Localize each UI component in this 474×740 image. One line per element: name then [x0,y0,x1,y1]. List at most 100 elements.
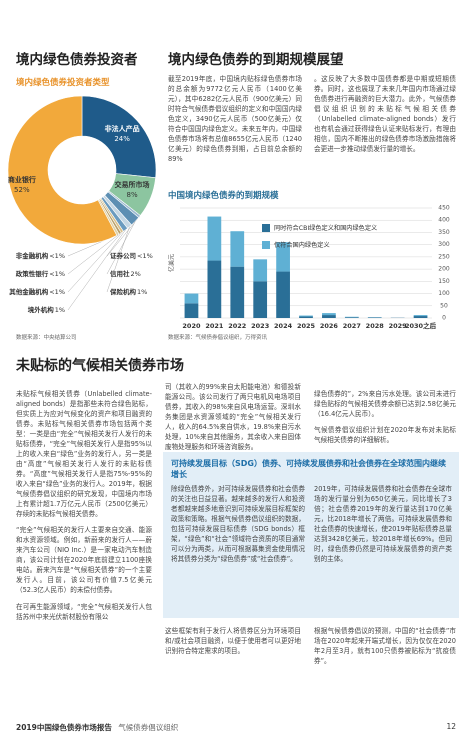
x-tick-label: 2025 [297,322,316,330]
slice-value: 52% [14,186,30,194]
x-tick-label: 2021 [205,322,224,330]
bar [413,316,428,318]
heading: 境内绿色债券的到期规模展望 [168,52,344,68]
footer: 2019中国绿色债券市场报告 气候债券倡议组织 [16,722,178,733]
paragraph: 绿色债券的”，2%来自污水处理。该公司未进行绿色贴标的气候相关债券余额已达到2.… [314,389,456,418]
slice-label: 境外机构1% [28,305,65,314]
y-tick-label: 50 [440,302,448,309]
x-tick-label: 2024 [274,322,293,330]
slice-value: <1% [137,252,153,260]
slice-value: 1% [137,288,147,296]
footer-report: 2019中国绿色债券市场报告 [16,723,112,732]
legend-swatch [262,241,270,249]
paragraph: 。这反映了大多数中国债券都是中期或短期债券。同时，这也展现了未来几年国内市场通过… [314,75,456,153]
chart-title: 中国境内绿色债券的到期规模 [168,191,279,201]
paragraph: 根据气候债券倡议的预测，中国的“社会债券”市场在2020年起来开端式增长，因为仅… [314,627,456,665]
paragraph: 除绿色债券外，对可持续发展债券和社会债券的关注也日益显著。越来越多的发行人和投资… [171,485,305,563]
leader-line [106,221,136,275]
bar [253,259,268,282]
paragraph: 在可再生能源领域，“完全”气候相关发行人包括苏州中来光伏新材股份有限公 [16,602,152,621]
paragraph: 2019年，可持续发展债券和社会债券在全球市场的发行量分别为650亿美元，同比增… [314,485,452,563]
slice-value: 8% [127,191,138,199]
legend-label: 仅符合国内绿色定义 [274,241,330,249]
x-tick-label: 2028 [366,322,385,330]
legend-swatch [262,224,270,232]
bar [276,271,290,318]
y-tick-label: 400 [438,217,450,224]
slice-label: 政策性银行<1% [16,269,65,278]
bar [413,315,428,317]
slice-label: 商业银行 [8,175,36,184]
slice-name: 政策性银行 [16,269,49,278]
bar [276,242,290,272]
footer-org: 气候债券倡议组织 [118,723,179,732]
leader-line [67,233,121,275]
heading: 境内绿色债券投资者 [16,52,138,68]
x-tick-label: 2027 [343,322,361,330]
x-tick-label: 2030之后 [405,321,437,330]
leader-line [67,231,123,293]
slice-value: 24% [114,135,130,143]
y-tick-label: 100 [438,290,450,297]
slice-label: 其他金融机构<1% [9,287,65,296]
bar [230,231,245,267]
bar [322,313,336,316]
x-tick-label: 2026 [320,322,339,330]
paragraph: 这些框架有利于发行人将债券区分为环境项目和/或社会项目融资，以便于使用者可以更好… [165,627,301,655]
leader-line [67,229,126,311]
slice-name: 境外机构 [28,305,55,314]
y-tick-label: 300 [438,241,450,248]
source: 数据来源：气候债券倡议组织，万得资讯 [168,335,268,341]
slice-value: <1% [49,252,65,260]
y-tick-label: 150 [438,278,450,285]
pie-slice [7,95,118,245]
x-tick-label: 2023 [251,322,269,330]
bar [299,315,313,317]
bar [344,317,359,318]
paragraph: 司（其收入的99%来自太阳能电池）和德投新能源公司。该公司发行了两只电机风电场项… [165,383,301,451]
x-tick-label: 2022 [228,322,246,330]
slice-label: 保险机构1% [109,287,147,296]
paragraph: 未贴标气候相关债券（Unlabelled climate-aligned bon… [16,389,152,518]
paragraph: 截至2019年底，中国境内贴标绿色债券市场的总余额为9772亿元人民币（1400… [168,75,302,163]
slice-label: 交易所市场 [115,180,150,189]
legend-label: 同时符合CBI绿色定义和国内绿色定义 [274,224,377,232]
slice-name: 证券公司 [110,251,136,260]
x-tick-label: 2029 [389,322,408,330]
slice-label: 非法人产品 [105,124,140,133]
source: 数据来源：中央结算公司 [16,335,77,341]
slice-name: 其他金融机构 [9,287,49,296]
y-tick-label: 200 [438,266,450,273]
bar [299,316,313,318]
chart-title: 境内绿色债券投资者类型 [16,78,110,88]
pie-slice [81,95,157,179]
paragraph: 气候债券倡议组织计划在2020年发布对未贴标气候相关债券的详细解析。 [314,426,456,445]
slice-value: 1% [55,306,65,314]
paragraph: “完全”气候相关的发行人主要来自交通、能源和水资源领域。例如，新蔚来的发行人——… [16,526,152,595]
page-number: 12 [446,722,456,731]
callout-box: 可持续发展目标（SDG）债券、可持续发展债券和社会债券在全球范围内继续增长 除绿… [163,452,459,618]
section-heading: 未贴标的气候相关债券市场 [16,358,184,374]
box-title: 可持续发展目标（SDG）债券、可持续发展债券和社会债券在全球范围内继续增长 [171,459,446,479]
slice-label: 非金融机构<1% [16,251,65,260]
slice-label: 证券公司<1% [110,251,153,260]
bar [207,260,222,318]
bar [230,266,245,318]
bar [253,281,268,318]
slice-value: <1% [49,288,65,296]
slice-label: 信用社2% [110,269,141,278]
slice-name: 非金融机构 [16,251,49,260]
bar [207,216,222,261]
y-tick-label: 250 [438,253,450,260]
y-tick-label: 350 [438,229,450,236]
leader-line [106,226,130,293]
slice-value: 2% [131,270,141,278]
bar [322,315,336,318]
y-axis-label: 亿美元 [168,254,176,272]
bar [184,303,199,318]
y-tick-label: 0 [442,315,446,322]
slice-value: <1% [49,270,65,278]
y-tick-label: 450 [438,205,450,212]
